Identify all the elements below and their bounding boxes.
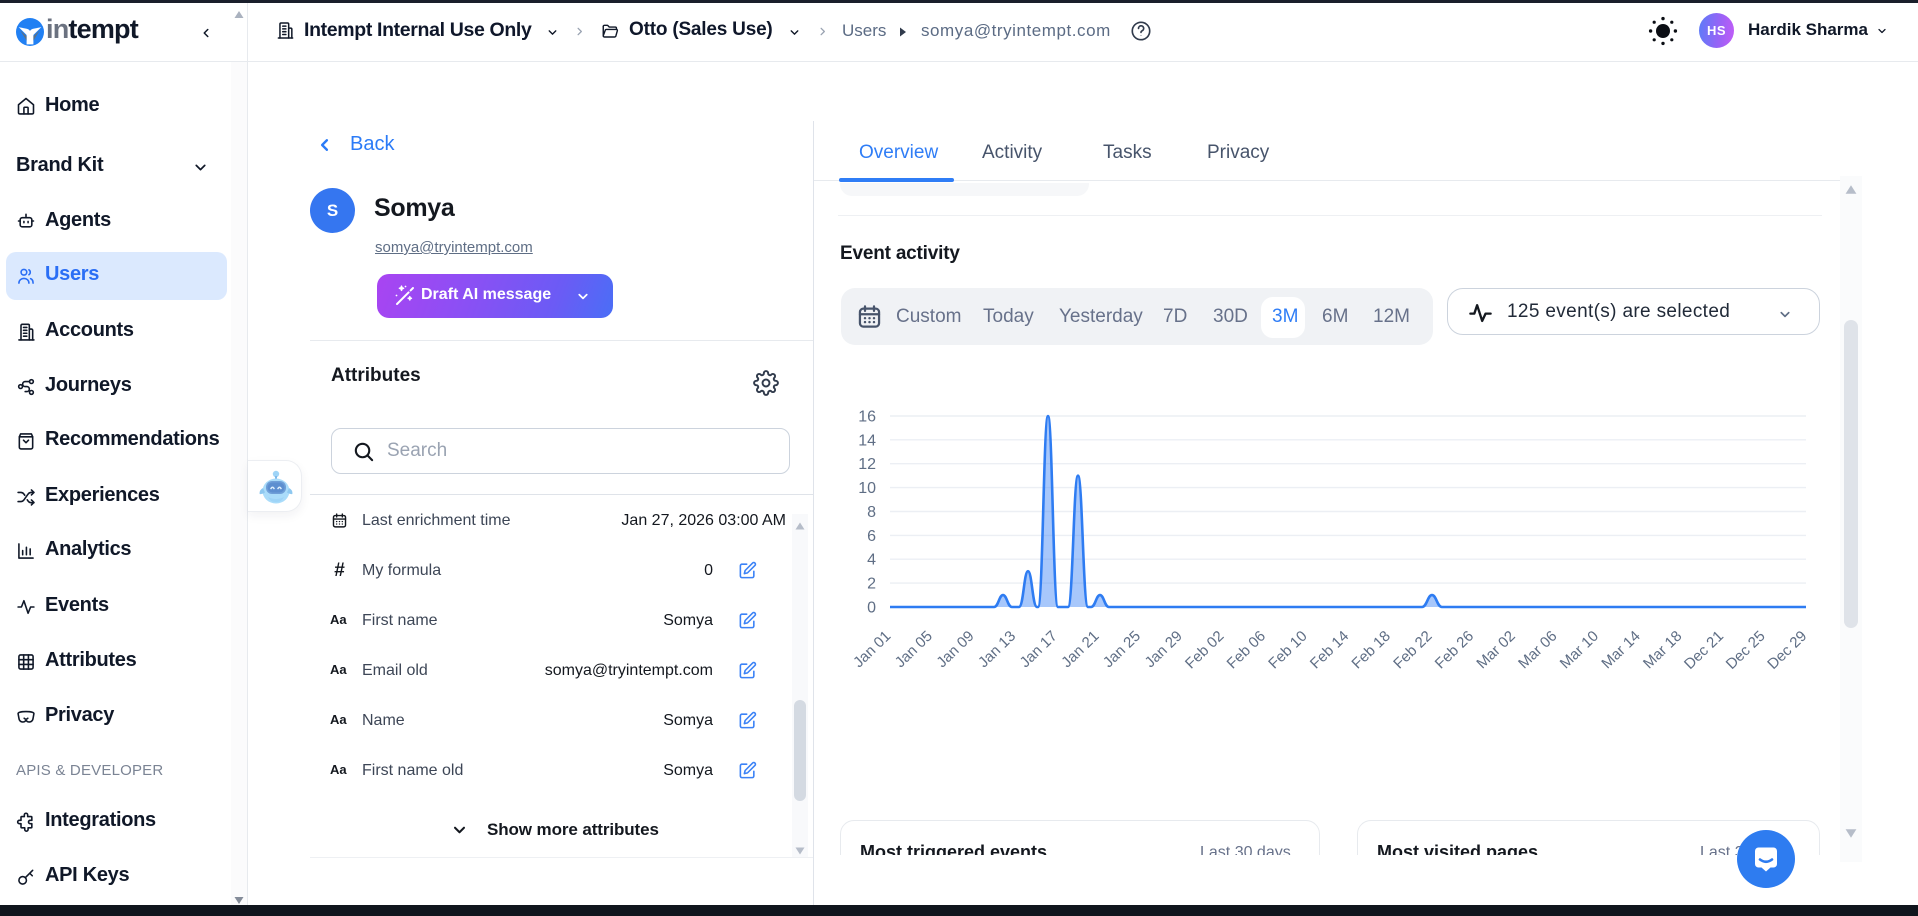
svg-text:10: 10 xyxy=(858,480,876,497)
svg-text:Jan 29: Jan 29 xyxy=(1142,628,1186,672)
svg-text:Jan 25: Jan 25 xyxy=(1100,628,1144,672)
svg-text:Feb 26: Feb 26 xyxy=(1432,628,1477,673)
svg-text:8: 8 xyxy=(867,504,876,521)
svg-text:Dec 29: Dec 29 xyxy=(1764,628,1810,673)
svg-text:16: 16 xyxy=(858,409,876,426)
svg-text:Feb 02: Feb 02 xyxy=(1182,628,1227,673)
svg-text:Jan 05: Jan 05 xyxy=(892,628,936,672)
svg-text:12: 12 xyxy=(858,456,876,473)
svg-text:Dec 25: Dec 25 xyxy=(1723,628,1769,673)
svg-text:Mar 10: Mar 10 xyxy=(1557,628,1602,673)
svg-text:Dec 21: Dec 21 xyxy=(1681,628,1727,673)
svg-text:Jan 17: Jan 17 xyxy=(1017,628,1061,672)
svg-text:Jan 01: Jan 01 xyxy=(850,628,894,672)
svg-text:6: 6 xyxy=(867,528,876,545)
svg-text:Jan 13: Jan 13 xyxy=(975,628,1019,672)
svg-text:0: 0 xyxy=(867,600,876,617)
svg-text:Mar 02: Mar 02 xyxy=(1473,628,1518,673)
svg-text:Feb 06: Feb 06 xyxy=(1224,628,1269,673)
svg-text:4: 4 xyxy=(867,552,876,569)
svg-text:Jan 21: Jan 21 xyxy=(1058,628,1102,672)
svg-text:Mar 14: Mar 14 xyxy=(1598,628,1643,673)
svg-text:Mar 06: Mar 06 xyxy=(1515,628,1560,673)
svg-text:Feb 14: Feb 14 xyxy=(1307,628,1352,673)
svg-text:2: 2 xyxy=(867,576,876,593)
svg-text:Feb 18: Feb 18 xyxy=(1348,628,1393,673)
svg-text:Feb 22: Feb 22 xyxy=(1390,628,1435,673)
svg-text:14: 14 xyxy=(858,432,876,449)
svg-text:Jan 09: Jan 09 xyxy=(933,628,977,672)
svg-text:Mar 18: Mar 18 xyxy=(1640,628,1685,673)
svg-text:Feb 10: Feb 10 xyxy=(1265,628,1310,673)
